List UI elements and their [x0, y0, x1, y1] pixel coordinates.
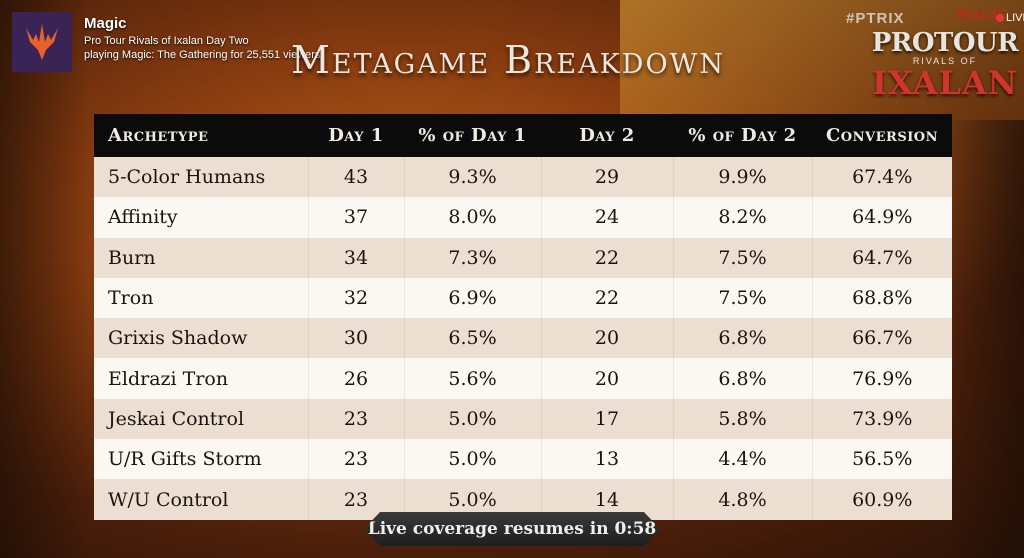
- cell-day1: 23: [307, 398, 404, 440]
- coverage-timer-banner: Live coverage resumes in 0:58: [364, 512, 660, 546]
- cell-pct-day2: 4.4%: [672, 439, 812, 480]
- cell-archetype: 5-Color Humans: [94, 157, 308, 198]
- cell-pct-day1: 8.0%: [403, 197, 541, 238]
- table-row: U/R Gifts Storm 23 5.0% 13 4.4% 56.5%: [94, 439, 952, 480]
- pro-tour-set: IXALAN: [871, 64, 1019, 102]
- column-header-day1: Day 1: [308, 114, 404, 157]
- cell-day1: 32: [307, 277, 404, 319]
- cell-day1: 30: [307, 318, 404, 359]
- cell-pct-day2: 9.9%: [672, 157, 812, 198]
- cell-day1: 23: [307, 439, 404, 480]
- cell-pct-day1: 5.0%: [403, 439, 541, 480]
- cell-conversion: 56.5%: [811, 439, 952, 480]
- cell-conversion: 76.9%: [811, 358, 952, 399]
- table-header-row: Archetype Day 1 % of Day 1 Day 2 % of Da…: [94, 114, 952, 157]
- live-badge: LIVE: [996, 12, 1024, 24]
- column-header-conversion: Conversion: [812, 114, 952, 157]
- cell-conversion: 67.4%: [811, 157, 952, 198]
- cell-day2: 20: [540, 358, 673, 399]
- column-header-pct-day1: % of Day 1: [404, 114, 541, 157]
- cell-day1: 37: [307, 197, 404, 238]
- table-row: Grixis Shadow 30 6.5% 20 6.8% 66.7%: [94, 318, 952, 359]
- column-header-day2: Day 2: [541, 114, 673, 157]
- column-header-pct-day2: % of Day 2: [673, 114, 812, 157]
- cell-pct-day2: 8.2%: [672, 197, 812, 238]
- cell-day2: 22: [540, 277, 673, 319]
- cell-day2: 24: [540, 197, 673, 238]
- cell-pct-day1: 6.9%: [403, 277, 541, 319]
- cell-day2: 17: [540, 398, 673, 440]
- cell-archetype: Eldrazi Tron: [94, 358, 308, 399]
- table-row: Affinity 37 8.0% 24 8.2% 64.9%: [94, 197, 952, 238]
- cell-day2: 20: [540, 318, 673, 359]
- cell-pct-day2: 6.8%: [672, 358, 812, 399]
- cell-pct-day1: 5.0%: [403, 398, 541, 440]
- cell-archetype: Tron: [94, 277, 308, 319]
- cell-pct-day1: 7.3%: [403, 237, 541, 278]
- stream-viewers: playing Magic: The Gathering for 25,551 …: [84, 49, 321, 61]
- cell-conversion: 64.7%: [811, 237, 952, 278]
- cell-archetype: W/U Control: [94, 479, 308, 520]
- pro-tour-logo: PROTOUR RIVALS OF IXALAN: [870, 28, 1020, 102]
- cell-conversion: 64.9%: [811, 197, 952, 238]
- cell-conversion: 73.9%: [811, 398, 952, 440]
- table-row: Burn 34 7.3% 22 7.5% 64.7%: [94, 237, 952, 278]
- stream-title: Pro Tour Rivals of Ixalan Day Two: [84, 35, 249, 47]
- cell-pct-day1: 9.3%: [403, 157, 541, 198]
- cell-conversion: 66.7%: [811, 318, 952, 359]
- cell-conversion: 68.8%: [811, 277, 952, 319]
- channel-avatar[interactable]: [12, 12, 72, 72]
- cell-archetype: Jeskai Control: [94, 398, 308, 440]
- cell-pct-day2: 4.8%: [672, 479, 812, 520]
- table-row: Tron 32 6.9% 22 7.5% 68.8%: [94, 277, 952, 319]
- event-hashtag: #PTRIX: [846, 10, 905, 27]
- cell-conversion: 60.9%: [811, 479, 952, 520]
- cell-day1: 34: [307, 237, 404, 278]
- stream-info-overlay: Magic Pro Tour Rivals of Ixalan Day Two …: [12, 12, 320, 72]
- cell-archetype: U/R Gifts Storm: [94, 439, 308, 480]
- cell-archetype: Burn: [94, 237, 308, 278]
- metagame-table: Archetype Day 1 % of Day 1 Day 2 % of Da…: [94, 114, 952, 520]
- planeswalker-logo-icon: [26, 24, 58, 60]
- cell-pct-day1: 6.5%: [403, 318, 541, 359]
- table-row: Eldrazi Tron 26 5.6% 20 6.8% 76.9%: [94, 358, 952, 399]
- background-shade-right: [944, 120, 1024, 558]
- pro-tour-sub: RIVALS OF: [912, 56, 978, 66]
- cell-archetype: Affinity: [94, 197, 308, 238]
- cell-day1: 26: [307, 358, 404, 399]
- pro-tour-name: PROTOUR: [871, 28, 1019, 58]
- cell-pct-day2: 5.8%: [672, 398, 812, 440]
- cell-pct-day2: 6.8%: [672, 318, 812, 359]
- channel-name[interactable]: Magic: [84, 15, 127, 32]
- cell-pct-day2: 7.5%: [672, 237, 812, 278]
- live-dot-icon: [996, 14, 1004, 22]
- cell-day1: 43: [307, 157, 404, 198]
- cell-pct-day1: 5.6%: [403, 358, 541, 399]
- cell-day2: 22: [540, 237, 673, 278]
- column-header-archetype: Archetype: [94, 114, 308, 157]
- background-shade-left: [0, 0, 90, 558]
- cell-day2: 29: [540, 157, 673, 198]
- cell-day2: 13: [540, 439, 673, 480]
- table-row: 5-Color Humans 43 9.3% 29 9.9% 67.4%: [94, 157, 952, 198]
- table-row: Jeskai Control 23 5.0% 17 5.8% 73.9%: [94, 398, 952, 440]
- cell-pct-day2: 7.5%: [672, 277, 812, 319]
- magic-brand-mark: MAGIC: [956, 8, 1009, 23]
- cell-archetype: Grixis Shadow: [94, 318, 308, 359]
- live-label: LIVE: [1006, 12, 1024, 24]
- page-title: Metagame Breakdown: [291, 38, 725, 82]
